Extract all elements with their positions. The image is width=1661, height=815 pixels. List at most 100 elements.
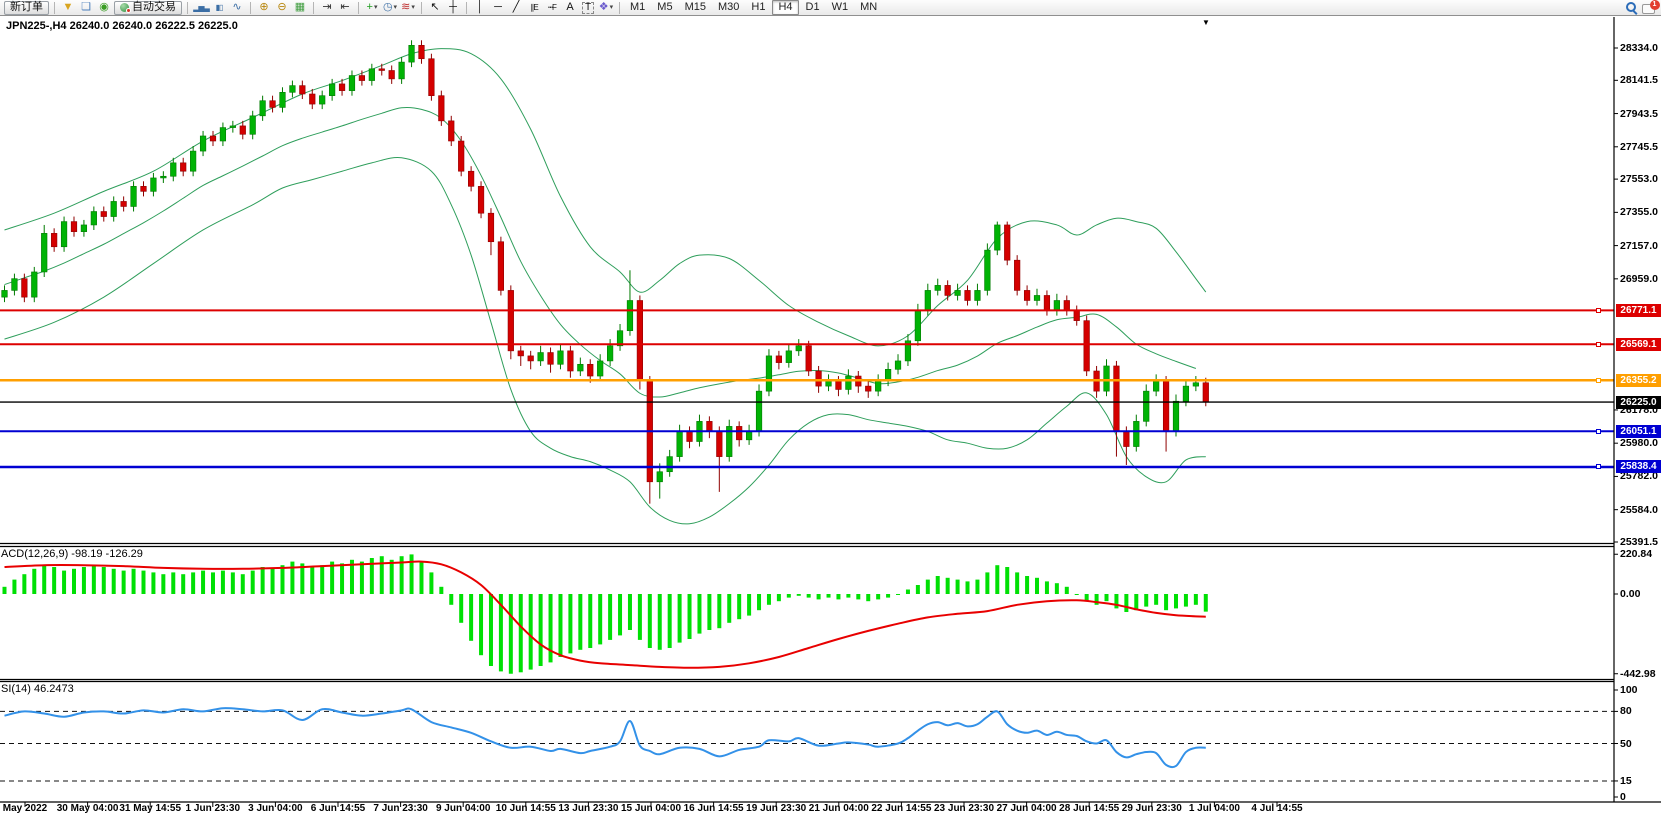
candlestick-chart-icon[interactable]: ▮▯ — [215, 2, 224, 12]
time-axis-label: 27 Jun 04:00 — [996, 803, 1057, 814]
time-axis-label: 29 Jun 23:30 — [1121, 803, 1182, 814]
funnel-icon[interactable]: ▼ — [62, 1, 74, 13]
notification-badge: 1 — [1649, 0, 1660, 10]
toolbar-separator — [313, 1, 314, 14]
timeframe-m1[interactable]: M1 — [630, 1, 646, 13]
bar-chart-icon[interactable]: ▂▅▃ — [193, 2, 210, 12]
price-line-badge[interactable]: 26569.1 — [1616, 337, 1661, 351]
candles-series[interactable] — [1, 40, 1209, 504]
cursor-icon[interactable]: ↖ — [430, 1, 440, 13]
text-label-icon[interactable]: T — [580, 1, 596, 15]
hline-handle[interactable] — [1596, 307, 1601, 313]
time-axis-label: 19 Jun 23:30 — [746, 803, 807, 814]
bollinger-bands[interactable] — [4, 48, 1207, 525]
rsi-axis-tick: 0 — [1620, 791, 1626, 803]
zoom-in-icon[interactable]: ⊕ — [259, 1, 269, 13]
time-axis-label: 28 Jun 14:55 — [1059, 803, 1120, 814]
price-axis-tick: 27157.0 — [1620, 239, 1658, 252]
line-chart-icon[interactable]: ∿ — [232, 1, 242, 13]
timeframe-w1[interactable]: W1 — [831, 1, 849, 13]
price-axis-tick: 27355.0 — [1620, 206, 1658, 219]
time-axis-label: 23 Jun 23:30 — [933, 803, 995, 814]
hline-handle[interactable] — [1596, 464, 1601, 470]
rsi-axis-tick: 15 — [1620, 774, 1632, 787]
rsi-indicator[interactable] — [0, 707, 1614, 782]
toolbar-separator — [187, 1, 188, 14]
macd-axis-tick: -442.98 — [1620, 667, 1656, 680]
price-line-badge[interactable]: 26771.1 — [1616, 303, 1661, 317]
time-axis-label: 3 Jun 04:00 — [248, 803, 303, 814]
price-axis-tick: 28141.5 — [1620, 74, 1658, 87]
price-line-badge[interactable]: 26051.1 — [1616, 424, 1661, 438]
price-line-badge[interactable]: 26355.2 — [1616, 373, 1661, 387]
price-line-badge[interactable]: 26225.0 — [1616, 395, 1661, 409]
horizontal-line-icon[interactable]: ─ — [494, 1, 502, 13]
time-axis-label: 1 Jun 23:30 — [185, 803, 241, 814]
time-axis-label: 9 Jun 04:00 — [435, 803, 491, 814]
timeframe-h4[interactable]: H4 — [772, 0, 799, 15]
crosshair-icon[interactable]: ┼ — [449, 1, 457, 13]
horizontal-lines[interactable] — [0, 309, 1614, 469]
new-order-button[interactable]: 新订单 — [4, 0, 49, 15]
time-axis-label: 21 Jun 04:00 — [808, 803, 869, 814]
timeframe-mn[interactable]: MN — [860, 1, 878, 13]
macd-axis-tick: 220.84 — [1620, 548, 1653, 561]
last-bar-marker-icon[interactable]: ▼ — [1202, 18, 1210, 27]
auto-scroll-icon[interactable]: ⇥ — [322, 1, 332, 13]
time-axis-label: 15 Jun 04:00 — [620, 803, 682, 814]
arrows-icon[interactable]: ❖ ▾ — [598, 1, 614, 13]
signal-icon[interactable]: ◉ — [99, 1, 109, 13]
price-axis-tick: 25980.0 — [1620, 437, 1658, 450]
trendline-icon[interactable]: ╱ — [512, 1, 520, 13]
period-icon[interactable]: ◷ ▾ — [382, 1, 398, 13]
toolbar: 新订单 ▼ ❏ ◉ 自动交易 ▂▅▃ ▮▯ ∿ ⊕ ⊖ ▦ ⇥ ⇤ + ▾ ◷ ▾ ≋ ▾ ↖ ┼ │ ─ ╱ ∥E ┅F A T ❖ ▾… — [0, 0, 1661, 16]
price-axis-tick: 26959.0 — [1620, 272, 1658, 285]
time-axis-label: 22 Jun 14:55 — [871, 803, 932, 814]
timeframe-h1[interactable]: H1 — [751, 1, 766, 13]
price-line-badge[interactable]: 25838.4 — [1616, 460, 1661, 474]
autotrading-button[interactable]: 自动交易 — [114, 0, 182, 15]
time-axis-label: 6 Jun 14:55 — [310, 803, 366, 814]
macd-axis-tick: 0.00 — [1620, 588, 1641, 600]
autotrading-icon — [120, 3, 131, 13]
chart-canvas[interactable] — [0, 17, 1661, 815]
zoom-out-icon[interactable]: ⊖ — [277, 1, 287, 13]
toolbar-separator — [466, 1, 467, 14]
rsi-axis-tick: 100 — [1620, 684, 1638, 696]
price-axis-tick: 27553.0 — [1620, 173, 1658, 186]
rsi-axis-tick: 50 — [1620, 737, 1632, 750]
time-axis-label: May 2022 — [2, 803, 48, 814]
time-axis-label: 30 May 04:00 — [56, 803, 119, 814]
price-axis-tick: 25391.5 — [1620, 535, 1658, 548]
toolbar-separator — [421, 1, 422, 14]
text-icon[interactable]: A — [566, 1, 574, 13]
new-chart-icon[interactable]: + ▾ — [366, 1, 378, 13]
equidistant-channel-icon[interactable]: ∥E — [530, 2, 538, 12]
hline-handle[interactable] — [1596, 377, 1601, 383]
time-axis-label: 16 Jun 14:55 — [683, 803, 744, 814]
timeframe-m15[interactable]: M15 — [684, 1, 706, 13]
fibonacci-icon[interactable]: ┅F — [548, 2, 557, 12]
macd-indicator[interactable] — [2, 554, 1208, 674]
price-axis-tick: 27745.5 — [1620, 140, 1658, 153]
timeframe-d1[interactable]: D1 — [805, 1, 820, 13]
chart-title: JPN225-,H4 26240.0 26240.0 26222.5 26225… — [6, 20, 238, 32]
hline-handle[interactable] — [1596, 428, 1601, 434]
chart-window[interactable]: JPN225-,H4 26240.0 26240.0 26222.5 26225… — [0, 17, 1661, 815]
indicators-icon[interactable]: ≋ ▾ — [401, 1, 415, 13]
timeframe-m30[interactable]: M30 — [717, 1, 740, 13]
vertical-line-icon[interactable]: │ — [476, 1, 484, 13]
rsi-axis-tick: 80 — [1620, 705, 1632, 718]
chat-icon[interactable]: 1 — [1641, 0, 1660, 15]
chart-shift-icon[interactable]: ⇤ — [340, 1, 350, 13]
chart-window-icon[interactable]: ❏ — [81, 1, 91, 13]
search-icon[interactable] — [1623, 1, 1639, 15]
rsi-label: SI(14) 46.2473 — [1, 683, 74, 695]
macd-label: ACD(12,26,9) -98.19 -126.29 — [1, 548, 143, 560]
timeframe-m5[interactable]: M5 — [657, 1, 673, 13]
time-axis-label: 4 Jul 14:55 — [1251, 803, 1303, 814]
tile-windows-icon[interactable]: ▦ — [294, 1, 306, 13]
hline-handle[interactable] — [1596, 341, 1601, 347]
toolbar-separator — [54, 1, 55, 14]
time-axis-label: 1 Jul 04:00 — [1188, 803, 1240, 814]
